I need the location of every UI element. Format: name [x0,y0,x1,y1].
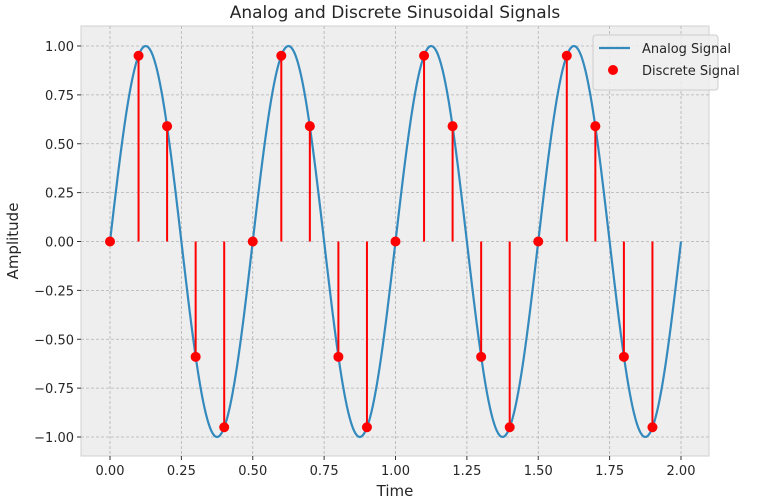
y-tick-label: 0.75 [45,89,74,104]
stem-marker [618,351,629,362]
stem-marker [561,50,572,61]
discrete-signal-stems [105,50,658,433]
stem-marker [647,422,658,433]
stem-marker [390,236,401,247]
stem-marker [333,351,344,362]
stem-marker [304,121,315,132]
x-tick-label: 2.00 [667,464,696,479]
stem-marker [590,121,601,132]
x-tick-label: 0.25 [167,464,196,479]
y-tick-label: −1.00 [34,431,74,446]
stem-marker [361,422,372,433]
stem-marker [504,422,515,433]
stem-marker [162,121,173,132]
legend-analog-label: Analog Signal [642,42,731,57]
y-tick-label: 1.00 [45,40,74,55]
x-tick-label: 0.00 [96,464,125,479]
stem-marker [219,422,230,433]
y-axis-ticks: 1.00 0.75 0.50 0.25 0.00 −0.25 −0.50 −0.75 −1.00 [34,40,81,446]
y-tick-label: −0.25 [34,284,74,299]
y-tick-label: −0.50 [34,333,74,348]
stem-marker [133,50,144,61]
y-tick-label: 0.50 [45,138,74,153]
x-tick-label: 0.50 [238,464,267,479]
x-tick-label: 0.75 [310,464,339,479]
legend-discrete-icon [608,65,618,75]
stem-marker [447,121,458,132]
x-axis-ticks: 0.00 0.25 0.50 0.75 1.00 1.25 1.50 1.75 2.00 [96,456,696,479]
legend-discrete-label: Discrete Signal [642,64,740,79]
y-tick-label: 0.00 [45,236,74,251]
stem-marker [419,50,430,61]
stem-marker [476,351,487,362]
y-tick-label: 0.25 [45,187,74,202]
x-tick-label: 1.75 [595,464,624,479]
stem-marker [247,236,258,247]
x-axis-label: Time [376,482,414,500]
stem-marker [276,50,287,61]
x-tick-label: 1.25 [452,464,481,479]
stem-marker [533,236,544,247]
x-tick-label: 1.00 [381,464,410,479]
stem-marker [190,351,201,362]
y-tick-label: −0.75 [34,382,74,397]
legend: Analog Signal Discrete Signal [592,34,740,91]
y-axis-label: Amplitude [4,203,22,280]
chart-title: Analog and Discrete Sinusoidal Signals [230,3,561,23]
stem-marker [105,236,115,247]
x-tick-label: 1.50 [524,464,553,479]
